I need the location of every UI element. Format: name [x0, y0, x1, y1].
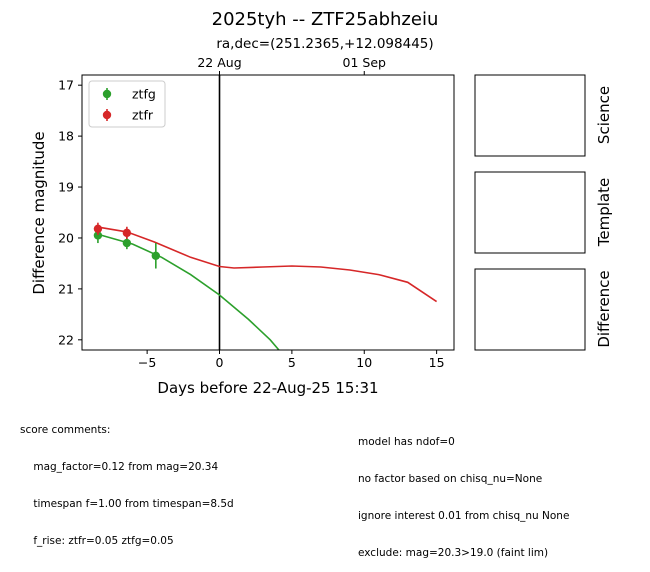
comment-line: score comments:: [20, 423, 111, 436]
x-tick-label: 0: [216, 355, 224, 370]
top-tick-label: 22 Aug: [197, 55, 241, 70]
cutout-template-label: Template: [595, 178, 613, 247]
x-tick-label: 5: [288, 355, 296, 370]
cutout-difference-panel: [474, 268, 586, 351]
data-point-ztfg: [122, 238, 132, 248]
x-tick-label: 10: [356, 355, 372, 370]
plot-area: −5 0 5 10 15 17 18 19 20 21 22 22 Aug 01 Sep ztfg ztfr: [58, 55, 455, 370]
data-point-ztfg: [151, 251, 161, 260]
cutout-difference-label: Difference: [595, 270, 613, 347]
x-tick-label: 15: [429, 355, 445, 370]
chart-title: 2025tyh -- ZTF25abhzeiu: [212, 9, 439, 30]
cutout-science-label: Science: [595, 86, 613, 144]
y-tick-label: 18: [58, 129, 74, 144]
comment-line: exclude: mag=20.3>19.0 (faint lim): [358, 547, 549, 560]
figure: 2025tyh -- ZTF25abhzeiu ra,dec=(251.2365…: [30, 9, 613, 397]
chart-subtitle: ra,dec=(251.2365,+12.098445): [216, 36, 433, 52]
model-curves: [96, 226, 438, 350]
comment-line: mag_factor=0.12 from mag=20.34: [20, 461, 219, 474]
comment-line: model has ndof=0: [358, 435, 455, 448]
y-tick-label: 22: [58, 332, 74, 347]
legend-label-ztfr: ztfr: [132, 108, 154, 123]
model-comments: model has ndof=0 no factor based on chis…: [358, 411, 569, 572]
data-point-ztfr: [122, 228, 132, 238]
y-tick-label: 20: [58, 230, 74, 245]
y-axis-label: Difference magnitude: [30, 131, 48, 294]
cutout-science-panel: [474, 74, 586, 157]
score-comments: score comments: mag_factor=0.12 from mag…: [20, 399, 234, 560]
data-point-ztfg: [93, 231, 103, 240]
top-tick-label: 01 Sep: [343, 55, 387, 70]
legend-marker-ztfg: [102, 89, 112, 99]
comment-line: timespan f=1.00 from timespan=8.5d: [20, 498, 234, 511]
y-tick-label: 21: [58, 281, 74, 296]
y-tick-label: 19: [58, 180, 74, 195]
cutout-template-panel: [474, 171, 586, 254]
model-curve-ztfr: [96, 226, 438, 303]
legend-marker-ztfr: [102, 110, 112, 120]
legend-label-ztfg: ztfg: [132, 87, 156, 102]
y-tick-label: 17: [58, 78, 74, 93]
comment-line: f_rise: ztfr=0.05 ztfg=0.05: [20, 535, 174, 548]
comment-line: no factor based on chisq_nu=None: [358, 473, 543, 486]
comment-line: ignore interest 0.01 from chisq_nu None: [358, 510, 570, 523]
cutout-panels: Science Template Difference: [474, 74, 613, 351]
plot-frame: [81, 74, 455, 351]
data-point-ztfr: [93, 224, 103, 233]
x-axis-label: Days before 22-Aug-25 15:31: [157, 379, 378, 397]
x-tick-label: −5: [138, 355, 156, 370]
legend: ztfg ztfr: [88, 80, 166, 128]
model-curve-ztfg: [96, 233, 280, 350]
